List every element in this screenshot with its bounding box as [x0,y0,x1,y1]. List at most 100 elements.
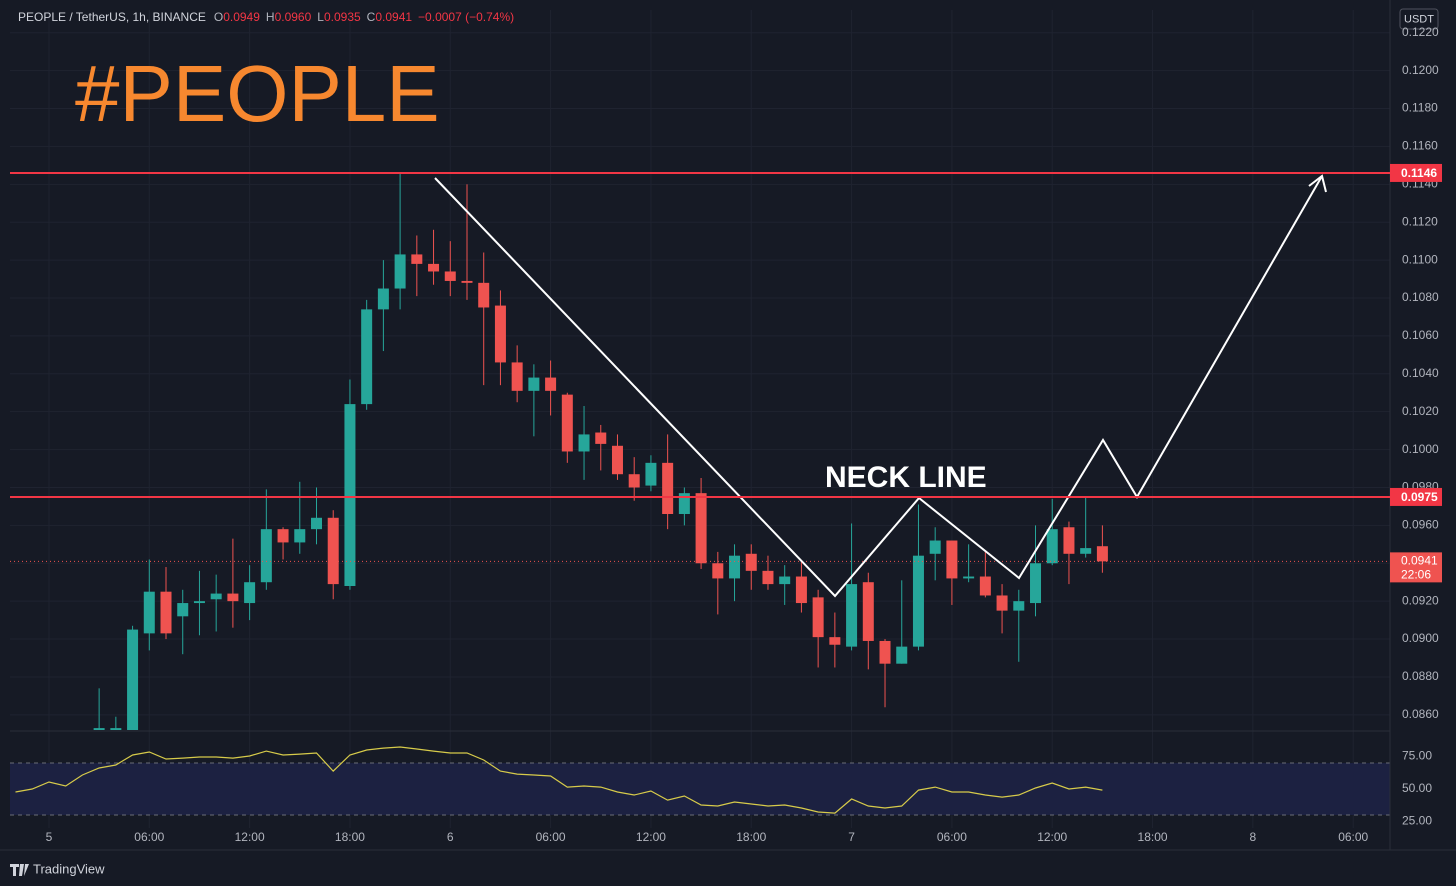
candle-body [277,529,289,543]
level-label: 0.1146 [1401,166,1437,180]
x-tick-label: 12:00 [636,830,666,844]
level-label: 0.0975 [1401,490,1438,504]
candle-body [143,591,155,634]
candle-body [160,591,172,634]
candle-body [561,394,573,452]
candle-body [862,582,874,641]
y-tick-label: 0.1220 [1402,25,1439,39]
candle-body [327,517,339,585]
candle-body [1013,601,1025,611]
rsi-line [15,746,1103,814]
candle-body [177,603,189,617]
symbol: PEOPLE / TetherUS, 1h, BINANCE [18,10,206,24]
candle-body [110,728,122,730]
candle-body [344,404,356,586]
x-tick-label: 06:00 [536,830,566,844]
candle-body [1096,546,1108,562]
currency-box[interactable] [1399,8,1439,30]
watermark-title: #PEOPLE [75,49,440,138]
y-tick-label: 0.1160 [1402,139,1438,153]
last-price-label: 0.0941 [1401,554,1438,568]
currency[interactable]: USDT [1404,13,1434,25]
candle-body [511,362,523,391]
x-tick-label: 6 [447,830,454,844]
x-tick-label: 06:00 [134,830,164,844]
candle-body [1046,529,1058,564]
candle-body [595,432,607,444]
y-tick-label: 0.1180 [1402,101,1438,115]
candle-body [377,288,389,310]
last-price-box [1390,552,1442,583]
ohlc-label: C [367,10,376,24]
branding[interactable]: TradingView [10,861,105,876]
rsi-tick-label: 75.00 [1402,749,1432,763]
y-tick-label: 0.0900 [1402,631,1439,645]
candle-body [127,629,139,730]
candle-body [745,553,757,571]
level-box [1390,487,1442,506]
candle-body [762,570,774,585]
candle-body [578,434,590,452]
x-tick-label: 18:00 [1138,830,1168,844]
ohlc-label: H [266,10,275,24]
candle-body [411,254,423,264]
candle-body [611,445,623,475]
candle-body [979,576,991,596]
x-tick-label: 06:00 [1338,830,1368,844]
brand-name[interactable]: TradingView [33,861,105,876]
candle-body [260,529,272,583]
candle-body [729,555,741,579]
candle-body [478,282,490,308]
y-tick-label: 0.0880 [1402,669,1439,683]
logo[interactable] [10,864,29,876]
ohlc-value: 0.0935 [324,10,361,24]
candle-body [946,540,958,579]
candle-body [93,728,105,730]
candle-body [695,493,707,564]
change: −0.0007 (−0.74%) [418,10,514,24]
candle-body [1063,527,1075,554]
candle-body [779,576,791,585]
ohlc-value: 0.0960 [275,10,312,24]
y-tick-label: 0.1100 [1402,252,1438,266]
candle-body [846,584,858,647]
candle-body [528,377,540,391]
x-tick-label: 12:00 [235,830,265,844]
candle-body [963,576,975,579]
candle-body [1030,563,1042,604]
x-tick-label: 12:00 [1037,830,1067,844]
legend-header: PEOPLE / TetherUS, 1h, BINANCE O0.0949 H0.… [18,10,514,24]
candle-body [628,474,640,488]
ohlc-label: O [214,10,223,24]
level-box [1390,163,1442,182]
candle-body [361,309,373,405]
candle-body [829,637,841,645]
y-tick-label: 0.1020 [1402,404,1439,418]
countdown: 22:06 [1401,568,1431,582]
y-tick-label: 0.0860 [1402,707,1439,721]
rsi-tick-label: 25.00 [1402,814,1432,828]
candle-body [461,280,473,283]
x-tick-label: 5 [46,830,53,844]
y-tick-label: 0.1060 [1402,328,1439,342]
y-tick-label: 0.1040 [1402,366,1439,380]
ohlc-value: 0.0941 [375,10,412,24]
y-tick-label: 0.0960 [1402,518,1439,532]
x-tick-label: 06:00 [937,830,967,844]
candle-body [494,305,506,363]
neck-line-label: NECK LINE [825,461,987,494]
ohlc-value: 0.0949 [223,10,260,24]
grid [10,10,1390,828]
candle-body [310,517,322,530]
candle-body [678,493,690,514]
candle-body [210,593,222,600]
y-tick-label: 0.0920 [1402,593,1439,607]
candle-body [227,593,239,602]
y-tick-label: 0.1200 [1402,63,1439,77]
candle-body [662,462,674,514]
candle-body [394,254,406,289]
plot [10,172,1390,730]
candle-body [428,263,440,272]
